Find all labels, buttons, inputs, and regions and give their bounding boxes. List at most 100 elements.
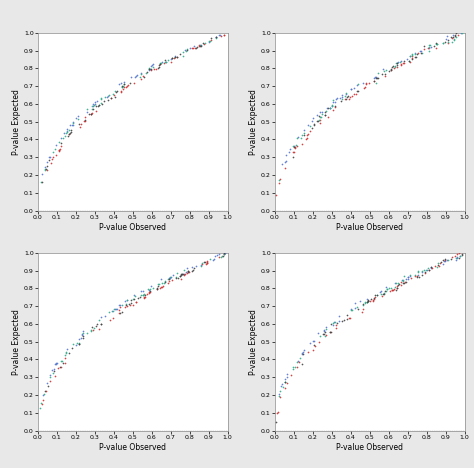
Point <box>180 271 187 278</box>
Point <box>425 42 433 49</box>
Point <box>123 296 130 303</box>
Point <box>46 377 54 385</box>
Point <box>67 126 74 133</box>
Point <box>174 274 182 281</box>
Point <box>185 268 192 275</box>
Point <box>91 102 98 109</box>
Point <box>441 255 449 263</box>
Point <box>65 126 73 134</box>
Point <box>107 94 115 101</box>
Point <box>379 290 387 298</box>
Point <box>293 358 301 366</box>
Point <box>379 66 387 73</box>
X-axis label: P-value Observed: P-value Observed <box>99 443 166 452</box>
Point <box>390 62 397 70</box>
Point <box>421 269 429 276</box>
Point <box>314 117 321 125</box>
Point <box>281 379 289 386</box>
Point <box>117 80 125 87</box>
Point <box>427 263 435 271</box>
Point <box>383 285 391 292</box>
Point <box>361 84 368 92</box>
Point <box>123 82 130 90</box>
Point <box>149 61 156 68</box>
Point <box>363 296 371 303</box>
Point <box>182 268 190 276</box>
Point <box>354 305 362 312</box>
Point <box>391 283 399 291</box>
Point <box>97 99 105 107</box>
Point <box>383 288 390 295</box>
Point <box>439 39 447 46</box>
Point <box>438 259 445 266</box>
Point <box>173 274 180 282</box>
Point <box>310 114 317 122</box>
Point <box>454 253 461 261</box>
Point <box>156 285 164 292</box>
Point <box>399 279 407 287</box>
Point <box>136 293 144 300</box>
Point <box>321 108 329 116</box>
Point <box>393 282 401 289</box>
Point <box>188 44 195 52</box>
Point <box>105 92 112 100</box>
Point <box>433 263 440 271</box>
Point <box>297 354 304 362</box>
Point <box>203 257 211 265</box>
Point <box>38 400 46 407</box>
Point <box>325 113 332 121</box>
Point <box>364 297 372 304</box>
Point <box>183 45 191 53</box>
Point <box>162 277 169 285</box>
Point <box>378 71 386 78</box>
Point <box>120 80 128 87</box>
Point <box>402 278 410 286</box>
Point <box>392 62 399 69</box>
Point <box>344 311 351 319</box>
Point <box>137 69 145 77</box>
Point <box>145 65 152 73</box>
Point <box>154 285 161 292</box>
Point <box>452 33 459 41</box>
Point <box>318 109 325 116</box>
Point <box>419 267 426 274</box>
Point <box>332 95 340 103</box>
Point <box>156 60 164 68</box>
Point <box>345 92 352 100</box>
Point <box>399 277 407 284</box>
Point <box>285 148 292 155</box>
Point <box>59 134 67 141</box>
Point <box>139 73 146 80</box>
Point <box>365 296 372 303</box>
Point <box>212 34 220 41</box>
Point <box>418 268 426 276</box>
Point <box>297 134 304 142</box>
Point <box>317 116 324 124</box>
Point <box>281 375 289 383</box>
Point <box>203 259 211 266</box>
Point <box>327 320 335 328</box>
Point <box>218 32 225 40</box>
Point <box>46 371 54 379</box>
Point <box>350 84 358 91</box>
Point <box>39 391 47 398</box>
Point <box>400 279 408 286</box>
Point <box>392 279 400 287</box>
Point <box>452 256 460 264</box>
Point <box>425 44 432 51</box>
Point <box>117 309 124 316</box>
Point <box>81 116 89 124</box>
Point <box>290 365 297 373</box>
Point <box>290 143 298 151</box>
Point <box>53 359 60 367</box>
Point <box>283 151 290 159</box>
Point <box>99 100 106 107</box>
Point <box>299 349 306 357</box>
Point <box>443 256 451 264</box>
Point <box>120 79 128 86</box>
Point <box>314 329 322 337</box>
Point <box>442 35 450 43</box>
Point <box>309 124 316 132</box>
Y-axis label: P-value Expected: P-value Expected <box>12 89 21 154</box>
Point <box>322 331 330 338</box>
